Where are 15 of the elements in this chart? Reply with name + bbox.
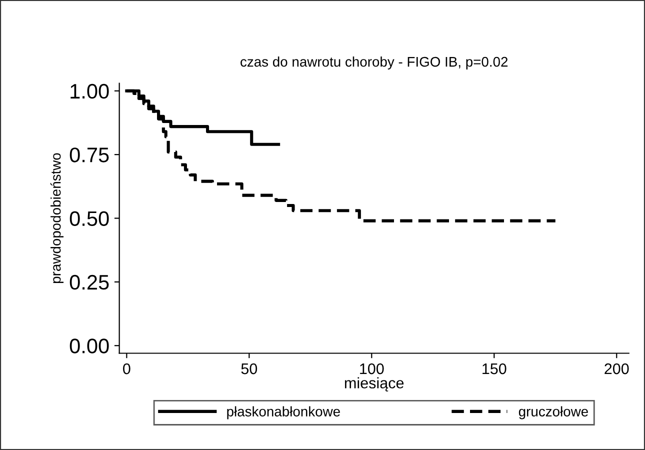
x-axis-title: miesiące: [344, 377, 404, 392]
y-tick-label: 0.00: [70, 338, 109, 354]
x-tick-label: 0: [123, 363, 130, 374]
legend-label: gruczołowe: [518, 406, 588, 420]
chart-title: czas do nawrotu choroby - FIGO IB, p=0.02: [240, 56, 508, 70]
x-tick-label: 150: [482, 363, 506, 374]
y-tick-label: 0.75: [70, 148, 109, 162]
y-tick-label: 0.25: [70, 274, 109, 290]
x-tick-label: 200: [604, 363, 629, 374]
x-tick-label: 50: [241, 363, 258, 374]
legend-label: płaskonabłonkowe: [227, 406, 340, 420]
x-tick-label: 100: [360, 363, 384, 374]
y-tick-label: 1.00: [70, 84, 109, 99]
y-tick-label: 0.50: [70, 211, 109, 226]
y-axis-title: prawdopodobieństwo: [50, 153, 64, 283]
